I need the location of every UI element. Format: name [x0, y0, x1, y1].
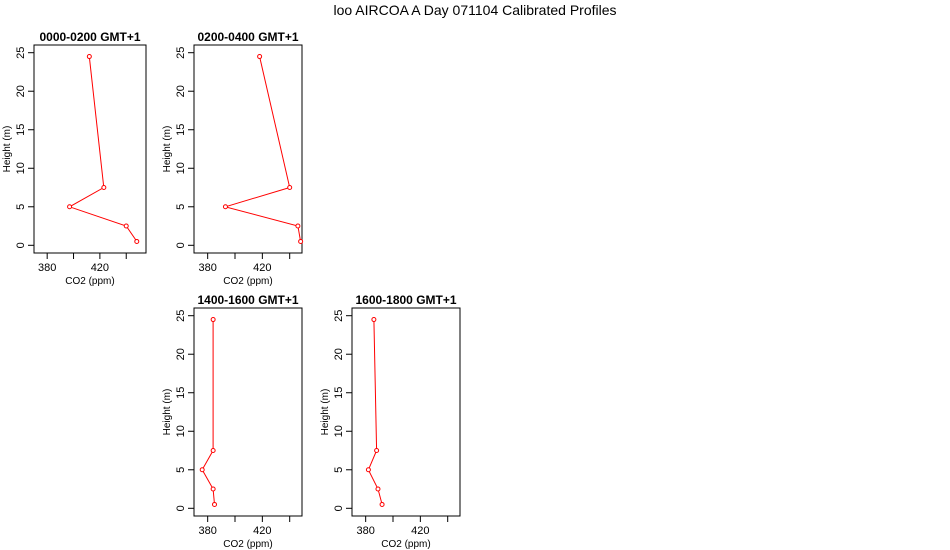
panel-title: 0000-0200 GMT+1 [39, 30, 140, 44]
y-tick-label: 5 [175, 467, 187, 473]
data-point [298, 238, 304, 244]
y-tick-label: 15 [333, 387, 345, 399]
profile-panel-1: 0000-0200 GMT+1 380 420 0 5 10 15 20 25 CO2 (ppm)… [2, 30, 147, 287]
y-tick-label: 5 [333, 467, 345, 473]
y-tick-label: 20 [333, 348, 345, 360]
y-tick-label: 10 [333, 425, 345, 437]
data-point [123, 223, 129, 229]
data-point [375, 486, 381, 492]
y-tick-label: 20 [175, 85, 187, 97]
data-point [379, 501, 385, 507]
y-tick-label: 0 [175, 242, 187, 248]
panel-title: 0200-0400 GMT+1 [197, 30, 298, 44]
x-tick-label: 380 [356, 525, 374, 537]
y-tick-label: 5 [15, 204, 27, 210]
data-point [67, 204, 73, 210]
data-point [365, 467, 371, 473]
y-tick-label: 20 [175, 348, 187, 360]
data-point [101, 185, 107, 191]
y-tick-label: 25 [175, 310, 187, 322]
plot-frame [193, 307, 303, 517]
x-tick-label: 380 [198, 262, 216, 274]
y-tick-label: 25 [175, 47, 187, 59]
data-point [257, 54, 263, 60]
data-point [134, 238, 140, 244]
data-point [295, 223, 301, 229]
y-axis-label: Height (m) [162, 389, 173, 436]
data-point [199, 467, 205, 473]
y-tick-label: 15 [175, 387, 187, 399]
y-tick-label: 15 [15, 124, 27, 136]
y-tick-label: 0 [333, 505, 345, 511]
y-tick-label: 25 [15, 47, 27, 59]
y-axis-label: Height (m) [2, 126, 13, 173]
panel-title: 1400-1600 GMT+1 [197, 293, 298, 307]
x-tick-label: 420 [91, 262, 109, 274]
y-tick-label: 15 [175, 124, 187, 136]
y-tick-label: 25 [333, 310, 345, 322]
y-tick-label: 10 [175, 425, 187, 437]
profile-panel-2: 0200-0400 GMT+1 380 420 0 5 10 15 20 25 CO2 (ppm)… [162, 30, 304, 287]
data-point [210, 448, 216, 454]
plot-frame [193, 44, 303, 254]
x-tick-label: 420 [253, 262, 271, 274]
y-tick-label: 20 [15, 85, 27, 97]
profile-line [68, 56, 138, 242]
x-axis-label: CO2 (ppm) [223, 539, 272, 550]
y-tick-label: 10 [15, 162, 27, 174]
profile-line [223, 56, 302, 242]
data-point [86, 54, 92, 60]
plot-frame [351, 307, 461, 517]
x-tick-label: 380 [198, 525, 216, 537]
y-tick-label: 0 [175, 505, 187, 511]
x-tick-label: 420 [253, 525, 271, 537]
x-axis-label: CO2 (ppm) [65, 276, 114, 287]
y-axis-label: Height (m) [162, 126, 173, 173]
x-axis-label: CO2 (ppm) [223, 276, 272, 287]
profile-line [367, 319, 383, 505]
page-title: loo AIRCOA A Day 071104 Calibrated Profi… [333, 2, 617, 18]
profile-panel-3: 1400-1600 GMT+1 380 420 0 5 10 15 20 25 CO2 (ppm)… [162, 293, 303, 550]
x-tick-label: 420 [411, 525, 429, 537]
data-point [210, 317, 216, 323]
data-point [371, 317, 377, 323]
y-tick-label: 0 [15, 242, 27, 248]
x-axis-label: CO2 (ppm) [381, 539, 430, 550]
data-point [212, 501, 218, 507]
profile-panel-4: 1600-1800 GMT+1 380 420 0 5 10 15 20 25 CO2 (ppm)… [320, 293, 461, 550]
data-point [287, 185, 293, 191]
profile-line [201, 319, 215, 505]
x-tick-label: 380 [38, 262, 56, 274]
y-tick-label: 10 [175, 162, 187, 174]
y-axis-label: Height (m) [320, 389, 331, 436]
data-point [210, 486, 216, 492]
y-tick-label: 5 [175, 204, 187, 210]
data-point [222, 204, 228, 210]
data-point [374, 448, 380, 454]
plot-frame [33, 44, 147, 254]
panel-title: 1600-1800 GMT+1 [355, 293, 456, 307]
